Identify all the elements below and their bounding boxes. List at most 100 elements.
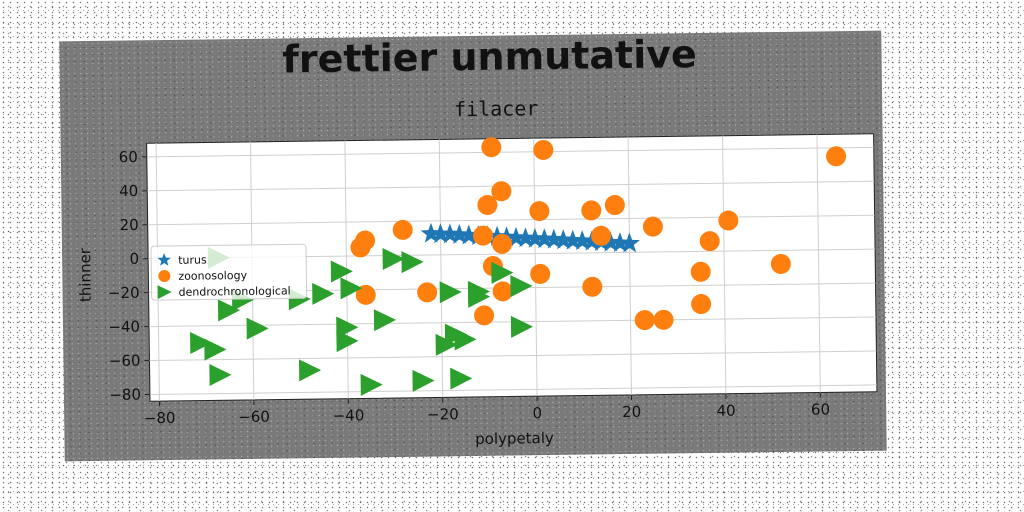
x-gridline [438,139,444,398]
dendrochronological-point [491,261,514,284]
dendrochronological-point [340,277,363,300]
zoonosology-point [591,225,612,246]
legend-label-turus: turus [178,253,207,266]
turus-point [619,232,640,253]
zoonosology-point [492,233,513,254]
plot-area [146,133,878,402]
zoonosology-point [604,195,625,216]
zoonosology-point [355,284,376,305]
x-axis-label: polypetaly [475,429,554,448]
y-tick-label: 40 [119,182,138,200]
legend-label-zoonosology: zoonosology [178,269,247,283]
dendrochronological-point [209,364,232,386]
y-gridline [147,180,875,192]
y-tick-label: −60 [109,352,141,370]
zoonosology-point [473,225,494,246]
x-tick-label: 0 [532,404,542,422]
figure-panel: frettier unmutative filacer −80 −60 −40 −20… [59,30,887,462]
dendrochronological-point [298,359,322,382]
legend-marker-zoonosology [158,270,171,283]
zoonosology-point [392,219,413,240]
turus-point [552,229,574,250]
zoonosology-point [691,294,712,315]
y-tick-label: −20 [108,284,140,302]
zoonosology-point [582,276,603,297]
turus-point [533,228,555,249]
x-gridline [816,134,821,393]
y-axis-ticks: −80 −60 −40 −20 0 20 40 60 [108,148,150,404]
zoonosology-point [718,210,739,231]
dendrochronological-point [454,328,477,351]
zoonosology-point [529,201,550,222]
dendrochronological-point [204,338,227,361]
dendrochronological-point [450,367,473,390]
dendrochronological-point [312,282,335,305]
y-tick-label: −80 [109,386,141,404]
legend-label-dendrochronological: dendrochronological [178,284,290,298]
x-tick-label: 40 [716,402,735,420]
x-gridline [627,136,632,395]
y-gridline [147,214,875,226]
x-tick-label: −80 [144,409,176,427]
turus-point [609,232,631,253]
y-tick-label: 0 [129,250,139,268]
turus-point [458,224,480,245]
dendrochronological-point [401,251,424,274]
legend-box [150,243,308,301]
turus-point [505,226,527,247]
zoonosology-point [699,231,720,252]
zoonosology-point [581,200,602,221]
zoonosology-point [653,309,674,330]
turus-point [439,223,461,244]
zoonosology-point [826,146,847,167]
zoonosology-point [492,281,513,302]
y-tick-label: 20 [119,216,138,234]
turus-point [600,231,622,252]
x-tick-label: −60 [238,408,270,426]
x-tick-label: −20 [427,405,459,423]
zoonosology-point [481,137,502,158]
zoonosology-point [477,195,498,216]
x-gridline [722,135,727,394]
zoonosology-point [530,263,551,284]
chart-subtitle: filacer [454,96,539,121]
y-gridline [149,350,877,362]
dendrochronological-point [330,260,353,283]
y-tick-label: 60 [119,148,138,166]
zoonosology-point [474,305,495,326]
scatter-chart: frettier unmutative filacer −80 −60 −40 −20… [76,32,878,448]
zoonosology-point [690,261,711,282]
dendrochronological-point [217,299,241,322]
data-marks [190,137,847,396]
x-tick-label: 60 [811,400,830,418]
dendrochronological-point [373,309,397,332]
dendrochronological-point [382,248,405,270]
dendrochronological-point [510,275,533,298]
turus-point [571,230,593,251]
zoonosology-point [491,181,512,202]
y-gridline [146,146,874,158]
dendrochronological-point [190,332,213,354]
turus-point [515,227,536,248]
dendrochronological-point [412,369,435,392]
dendrochronological-point [510,315,534,338]
dendrochronological-point [246,317,269,340]
y-gridline [149,384,877,395]
x-tick-label: −40 [333,406,365,424]
dendrochronological-point [439,281,462,304]
turus-point [524,227,546,248]
y-axis-label: thinner [76,247,95,302]
turus-point [420,222,442,243]
x-tick-label: 20 [622,403,641,421]
dendrochronological-point [360,373,383,396]
turus-point [581,230,603,251]
zoonosology-point [350,237,371,258]
dendrochronological-point [336,330,359,353]
zoonosology-point [634,310,655,331]
zoonosology-point [642,216,663,237]
dendrochronological-point [435,333,458,356]
turus-point [448,223,470,244]
chart-title: frettier unmutative [282,32,697,81]
legend-marker-turus [157,253,171,266]
